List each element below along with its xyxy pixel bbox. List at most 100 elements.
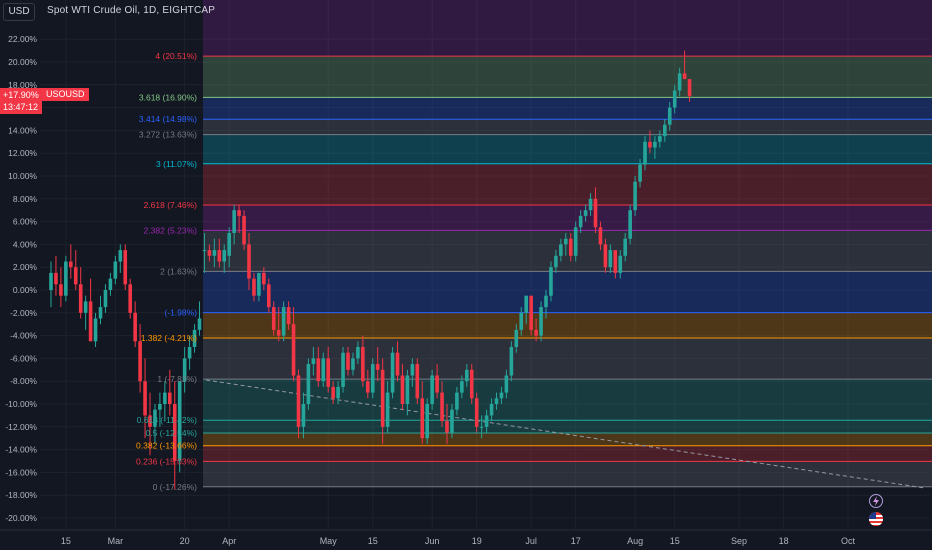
candle-body: [435, 375, 439, 393]
x-tick-label: Aug: [627, 536, 643, 546]
candle-body: [653, 141, 657, 148]
fib-label: 3.414 (14.98%): [139, 114, 197, 124]
y-tick-label: 20.00%: [8, 57, 37, 67]
candle-body: [262, 272, 266, 285]
candle-body: [301, 404, 306, 427]
x-tick-label: 15: [368, 536, 378, 546]
candle-body: [212, 250, 217, 256]
x-tick-label: 19: [472, 536, 482, 546]
fib-label: 2 (1.63%): [160, 266, 197, 276]
fib-label: 2.382 (5.23%): [144, 225, 198, 235]
candle-body: [672, 90, 677, 108]
candle-body: [484, 415, 489, 427]
candle-body: [257, 272, 261, 296]
x-tick-label: 15: [670, 536, 680, 546]
candle-body: [78, 284, 83, 313]
y-tick-label: -4.00%: [10, 331, 37, 341]
candle-body: [296, 375, 301, 427]
candle-body: [613, 250, 618, 273]
fib-band: [203, 230, 932, 272]
candle-body: [237, 210, 241, 216]
fib-label: 1.382 (-4.21%): [141, 333, 197, 343]
y-tick-label: -8.00%: [10, 376, 37, 386]
fib-label: 4 (20.51%): [155, 51, 197, 61]
trend-line: [205, 379, 926, 489]
candle-body: [469, 369, 474, 399]
candle-body: [316, 358, 321, 382]
x-tick-label: Apr: [222, 536, 236, 546]
candle-body: [88, 301, 93, 342]
y-tick-label: -20.00%: [5, 513, 37, 523]
candle-body: [479, 426, 484, 428]
candle-body: [242, 215, 246, 245]
candle-body: [168, 392, 172, 404]
candle-body: [573, 227, 578, 256]
candle-body: [271, 307, 276, 330]
candle-body: [361, 347, 365, 382]
candle-body: [341, 352, 345, 387]
y-tick-label: -16.00%: [5, 467, 37, 477]
candle-body: [390, 352, 395, 393]
chart-title: Spot WTI Crude Oil, 1D, EIGHTCAP: [47, 5, 216, 16]
candle-body: [588, 198, 593, 211]
candle-body: [460, 381, 464, 393]
candle-body: [445, 421, 449, 433]
candle-body: [524, 295, 528, 313]
candle-body: [202, 250, 207, 252]
candle-body: [633, 181, 637, 211]
y-tick-label: 14.00%: [8, 125, 37, 135]
candle-body: [217, 250, 222, 262]
y-tick-label: -6.00%: [10, 353, 37, 363]
fib-label: 2.618 (7.46%): [144, 200, 198, 210]
candle-body: [385, 392, 390, 427]
us-flag-icon[interactable]: [869, 512, 883, 526]
x-tick-label: Jul: [525, 536, 537, 546]
currency-button[interactable]: USD: [3, 3, 35, 21]
candle-body: [346, 352, 350, 370]
y-tick-label: 0.00%: [13, 285, 38, 295]
candle-body: [54, 272, 58, 285]
candle-body: [49, 272, 53, 290]
candle-body: [474, 398, 479, 427]
fib-band: [203, 134, 932, 164]
x-axis: 15 Mar 20 Apr May 15 Jun 19 Jul 17 Aug 15 Sep 18 Oct: [0, 529, 932, 546]
candle-body: [148, 415, 152, 427]
candle-body: [658, 136, 662, 142]
fib-label: 1 (-7.82%): [157, 374, 197, 384]
candle-body: [247, 244, 251, 279]
candle-body: [514, 329, 519, 347]
candle-body: [638, 164, 642, 182]
fib-band: [203, 56, 932, 98]
lightning-icon[interactable]: [869, 494, 883, 508]
candle-body: [326, 358, 330, 387]
candle-body: [182, 358, 187, 382]
fib-band: [203, 461, 932, 487]
candle-body: [559, 244, 563, 256]
candle-body: [138, 341, 142, 382]
candle-body: [143, 381, 147, 416]
candle-body: [267, 284, 271, 308]
candle-body: [192, 329, 197, 347]
candle-body: [163, 392, 167, 404]
candle-body: [682, 73, 687, 80]
y-tick-label: 4.00%: [13, 239, 38, 249]
fib-label: 3.272 (13.63%): [139, 130, 197, 140]
candle-body: [177, 381, 182, 461]
y-tick-label: -18.00%: [5, 490, 37, 500]
candle-body: [628, 210, 632, 239]
candle-body: [103, 290, 108, 308]
candle-body: [494, 398, 499, 404]
x-tick-label: Mar: [108, 536, 124, 546]
candle-body: [529, 295, 533, 330]
candle-body: [93, 318, 98, 342]
candle-body: [133, 312, 137, 342]
candle-body: [420, 398, 425, 439]
fib-band: [203, 97, 932, 120]
y-tick-label: -14.00%: [5, 445, 37, 455]
x-tick-label: 17: [571, 536, 581, 546]
candle-body: [623, 238, 627, 256]
candle-body: [128, 284, 132, 313]
candle-body: [351, 358, 355, 370]
candle-body: [455, 392, 459, 410]
